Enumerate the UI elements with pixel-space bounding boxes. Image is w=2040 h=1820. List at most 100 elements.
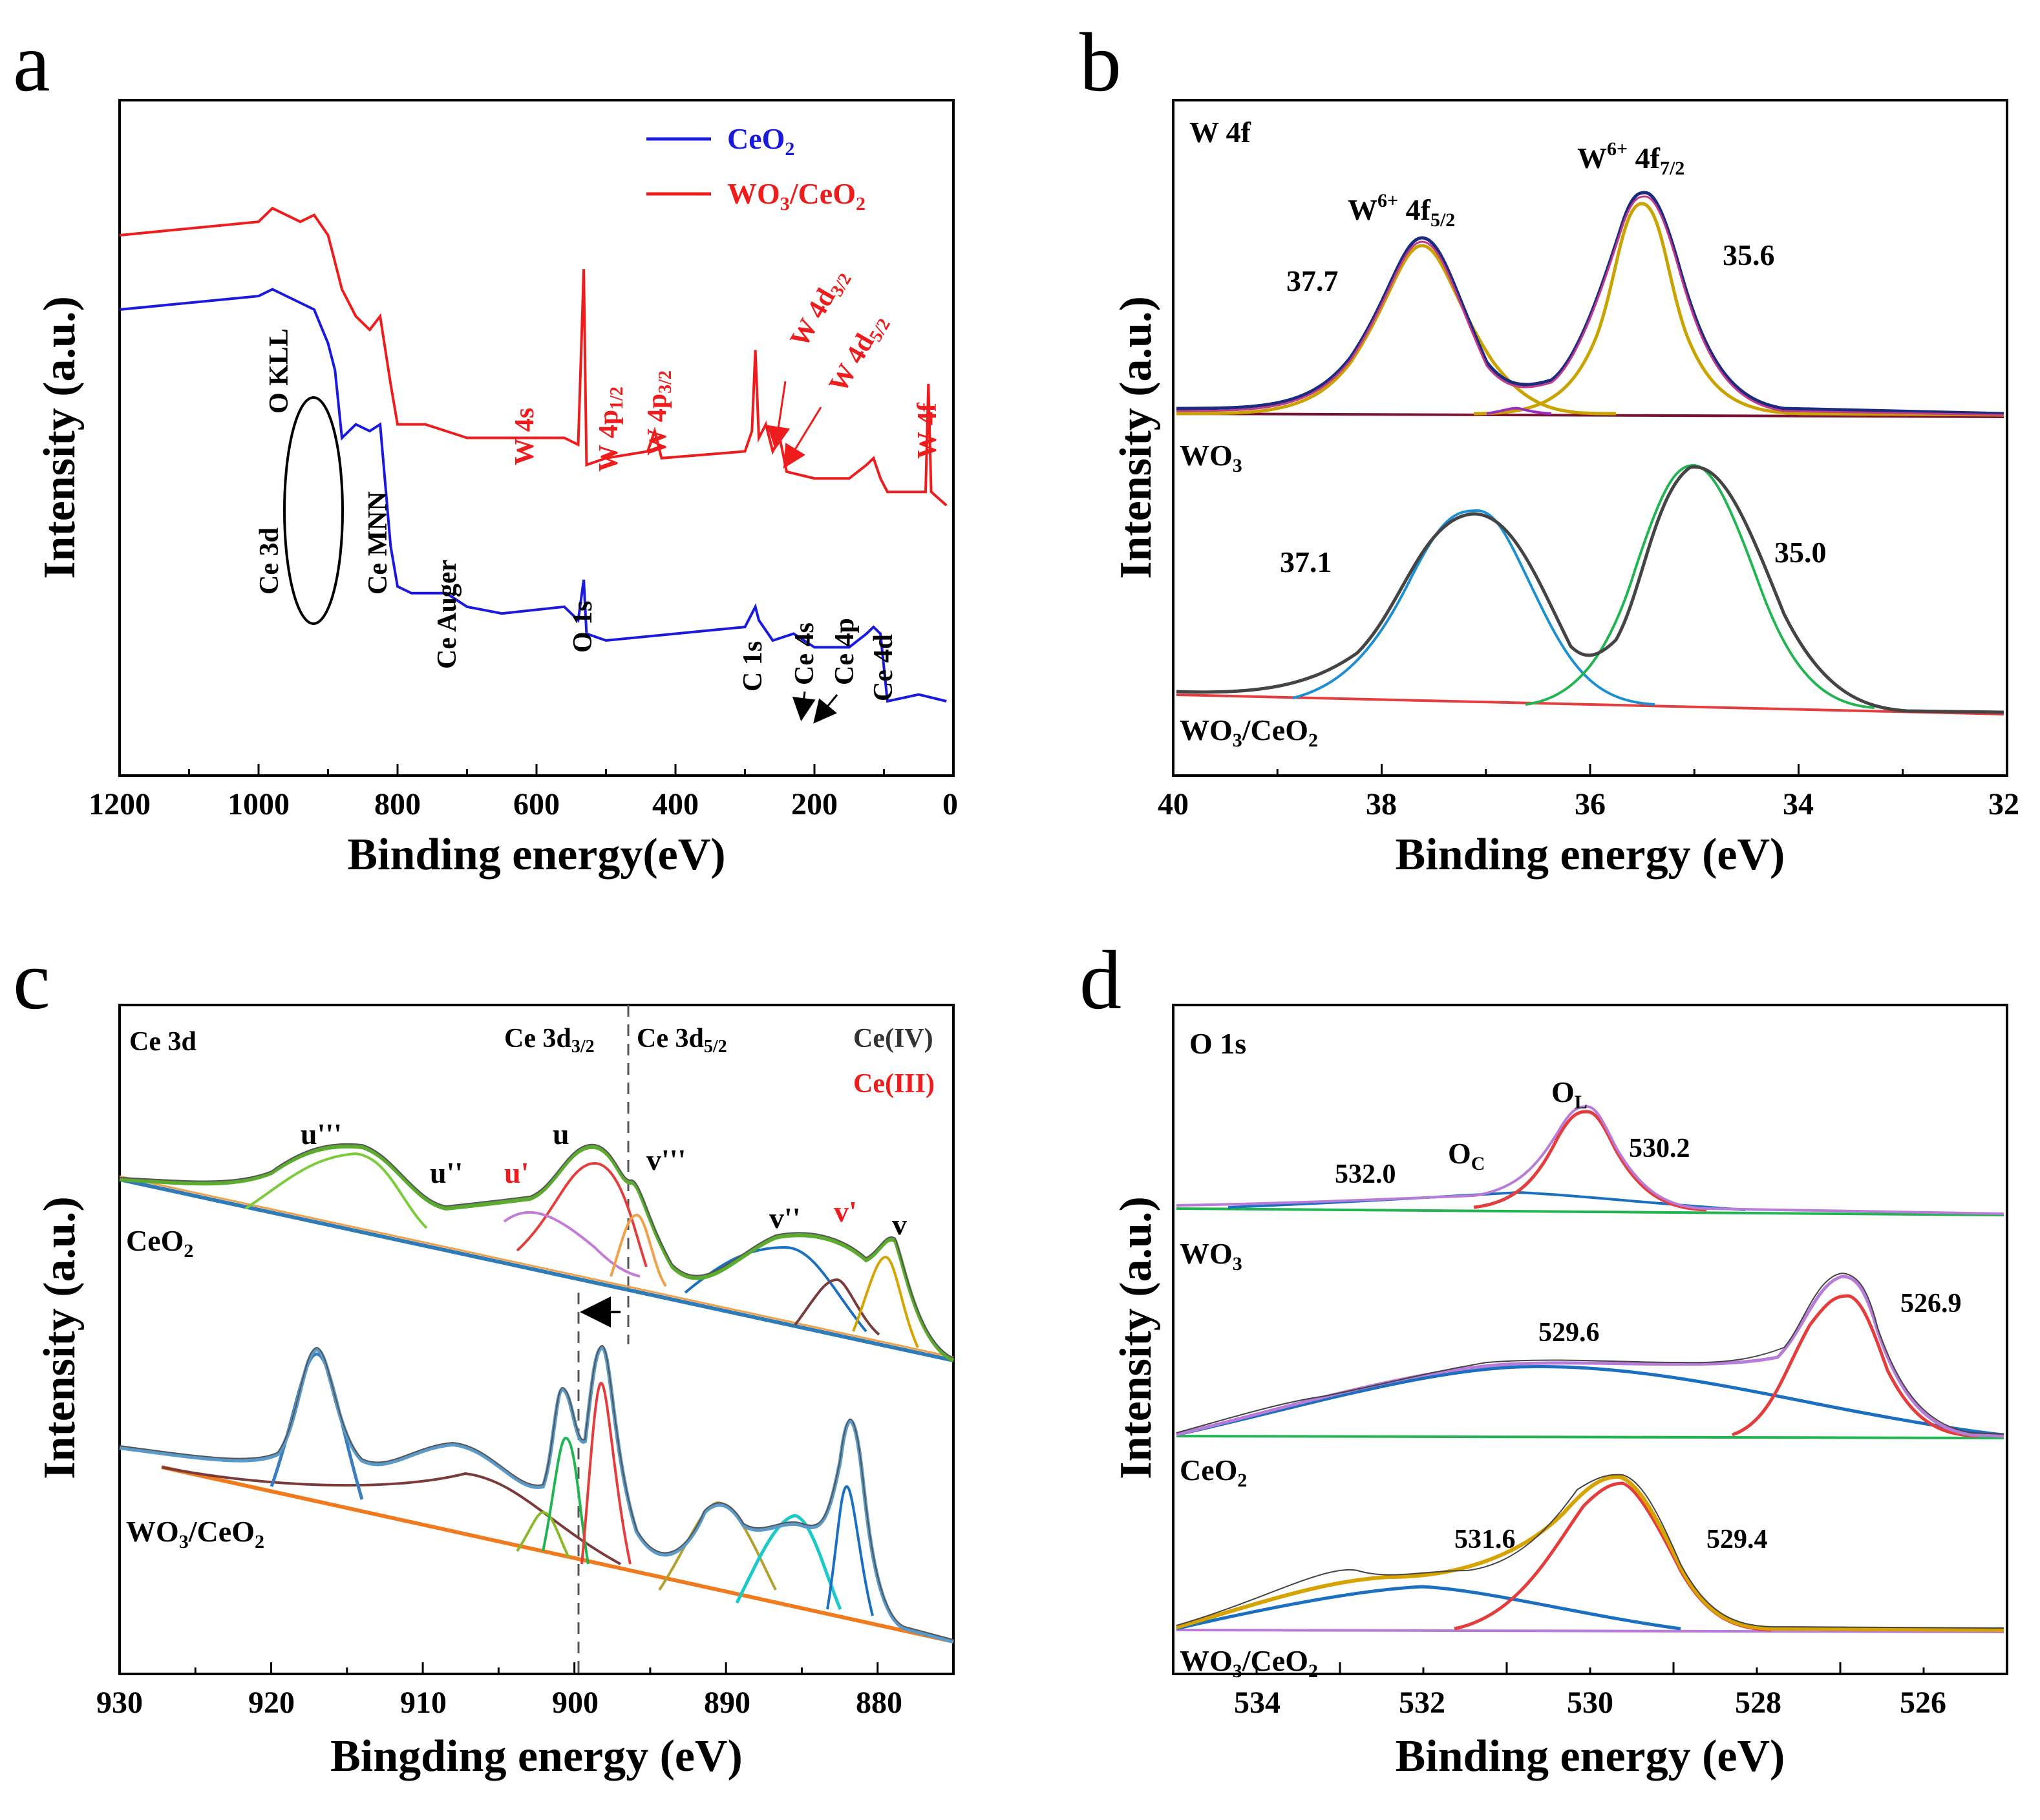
panel-letter-b: b — [1079, 16, 1121, 109]
panel-a-xtick-label: 400 — [652, 787, 699, 821]
wo3-w4f-component — [1486, 407, 1552, 415]
panel-a-xtick-label: 1000 — [228, 787, 290, 821]
panel-letter-d: d — [1079, 934, 1121, 1027]
panel-c: c 930 920 910 900 890 880 Bingding energ… — [13, 934, 955, 1781]
label-ceo2: CeO2 — [126, 1224, 193, 1262]
wo3ceo2-peak-u-red — [580, 1381, 632, 1565]
label-ce3d32: Ce 3d3/2 — [504, 1024, 595, 1057]
label-u2: u'' — [430, 1156, 463, 1189]
panel-a-ylabel: Intensity (a.u.) — [35, 296, 85, 579]
label-u3: u''' — [301, 1117, 342, 1150]
ceo2-ce3d-baseline — [119, 1178, 954, 1362]
wo3ceo2-w4f-baseline — [1176, 693, 2004, 715]
label-u: u — [553, 1117, 569, 1150]
ceo2-ce3d-baseline2 — [119, 1175, 954, 1359]
ceo2-ce3d-envelope — [119, 1144, 955, 1362]
panel-c-xtick-label: 920 — [248, 1686, 295, 1720]
panel-c-xlabel: Bingding energy (eV) — [330, 1731, 743, 1781]
wo3-w4f-envelope — [1176, 191, 2004, 416]
label-37-1: 37.1 — [1280, 545, 1332, 578]
wo3ceo2-w4f52-fit — [1292, 509, 1655, 706]
label-wo3ceo2: WO3/CeO2 — [1180, 714, 1318, 751]
panel-b-x-ticks — [1172, 764, 2008, 776]
label-ce3d52: Ce 3d5/2 — [637, 1024, 727, 1057]
label-ceo2: CeO2 — [1180, 1454, 1247, 1491]
ce3d-highlight-ellipse — [283, 396, 344, 625]
panel-d: d 534 532 530 528 526 Binding energy (eV… — [1079, 934, 2008, 1781]
label-529-6: 529.6 — [1538, 1318, 1600, 1348]
wo3-w4f-baseline — [1176, 412, 2004, 418]
label-ce-iii: Ce(III) — [853, 1069, 935, 1099]
panel-b: b 40 38 36 34 32 Binding energy (eV) Int… — [1079, 16, 2019, 880]
label-w-4f: W 4f — [913, 402, 942, 459]
label-v: v — [892, 1208, 907, 1241]
label-ce-auger: Ce Auger — [432, 560, 462, 669]
label-ce-4s: Ce 4s — [790, 622, 820, 685]
label-ce-4p: Ce 4p — [830, 618, 860, 685]
ceo2-o1s-sharp-component — [1732, 1294, 1979, 1438]
panel-d-xtick-label: 532 — [1399, 1686, 1445, 1720]
label-37-7: 37.7 — [1286, 264, 1339, 297]
label-v2: v'' — [769, 1201, 801, 1234]
panel-b-ylabel: Intensity (a.u.) — [1111, 296, 1161, 579]
wo3ceo2-peak-u1a — [516, 1510, 570, 1558]
label-526-9: 526.9 — [1900, 1289, 1962, 1318]
label-o-kll: O KLL — [264, 328, 294, 414]
label-o1s-title: O 1s — [1189, 1027, 1246, 1060]
panel-a-xtick-label: 200 — [791, 787, 838, 821]
ceo2-peak-v — [852, 1255, 919, 1348]
wo3-o1s-baseline — [1176, 1207, 2004, 1216]
ceo2-peak-v1 — [794, 1278, 880, 1336]
panel-b-axes-frame — [1172, 99, 2008, 777]
label-v1: v' — [834, 1195, 857, 1228]
wo3-o1s-envelope — [1176, 1105, 2004, 1215]
ceo2-o1s-raw — [1176, 1272, 2004, 1435]
ceo2-o1s-envelope — [1176, 1275, 2004, 1438]
ceo2-peak-v3 — [610, 1213, 667, 1287]
ceo2-peak-u1 — [503, 1211, 641, 1278]
label-ce-3d: Ce 3d — [255, 527, 284, 595]
panel-c-xtick-label: 890 — [704, 1686, 750, 1720]
wo3ceo2-ce3d-raw — [119, 1344, 954, 1640]
label-ce3d-title: Ce 3d — [129, 1027, 197, 1057]
label-c-1s: C 1s — [738, 641, 768, 692]
panel-a-xlabel: Binding energy(eV) — [347, 830, 725, 880]
wo3-o1s-ol-component — [1473, 1110, 1707, 1212]
wo3ceo2-o1s-oc-component — [1176, 1585, 1681, 1631]
panel-b-xtick-label: 32 — [1988, 787, 2019, 821]
panel-a-xtick-label: 0 — [942, 787, 958, 821]
panel-a-xtick-label: 800 — [374, 787, 421, 821]
arrow-ce-4s — [792, 691, 816, 721]
ceo2-o1s-baseline — [1176, 1435, 2004, 1439]
spectrum-ceo2 — [119, 288, 947, 703]
ceo2-ce3d-raw — [119, 1143, 954, 1359]
label-529-4: 529.4 — [1706, 1525, 1768, 1554]
wo3-w4f-fit-envelope — [1176, 195, 2004, 416]
label-w-4p12: W 4p1/2 — [594, 386, 627, 472]
wo3ceo2-peak-u — [542, 1436, 590, 1565]
panel-d-ylabel: Intensity (a.u.) — [1111, 1196, 1161, 1479]
panel-c-xtick-label: 910 — [400, 1686, 447, 1720]
panel-c-xtick-label: 880 — [856, 1686, 902, 1720]
label-wo3: WO3 — [1180, 1237, 1242, 1275]
panel-a-x-ticks — [118, 764, 955, 776]
label-w6-4f72: W6+ 4f7/2 — [1577, 138, 1684, 179]
panel-c-ylabel: Intensity (a.u.) — [35, 1196, 85, 1479]
label-w6-4f52: W6+ 4f5/2 — [1348, 190, 1455, 231]
wo3ceo2-peak-v1 — [735, 1514, 842, 1610]
panel-d-xtick-label: 528 — [1735, 1686, 1781, 1720]
label-ce-iv: Ce(IV) — [853, 1024, 933, 1053]
label-wo3ceo2: WO3/CeO2 — [1180, 1644, 1318, 1682]
label-wo3: WO3 — [1180, 439, 1242, 476]
panel-b-xlabel: Binding energy (eV) — [1396, 830, 1785, 880]
wo3ceo2-o1s-envelope — [1176, 1474, 2004, 1632]
label-w-4s: W 4s — [510, 408, 540, 465]
panel-a-xtick-label: 1200 — [89, 787, 151, 821]
panel-d-xtick-label: 530 — [1567, 1686, 1613, 1720]
label-530-2: 530.2 — [1629, 1134, 1690, 1163]
label-o-1s: O 1s — [568, 600, 598, 653]
ceo2-o1s-broad-component — [1176, 1364, 2004, 1437]
wo3ceo2-peak-v2 — [658, 1501, 777, 1591]
label-35-0: 35.0 — [1774, 536, 1827, 569]
label-ol: OL — [1551, 1075, 1588, 1113]
